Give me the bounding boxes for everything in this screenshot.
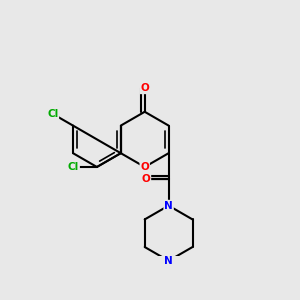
Text: N: N <box>164 201 173 211</box>
Text: Cl: Cl <box>68 162 79 172</box>
Text: O: O <box>140 162 149 172</box>
Text: O: O <box>142 174 150 184</box>
Text: N: N <box>164 256 173 266</box>
Text: O: O <box>140 83 149 93</box>
Text: Cl: Cl <box>47 109 58 119</box>
